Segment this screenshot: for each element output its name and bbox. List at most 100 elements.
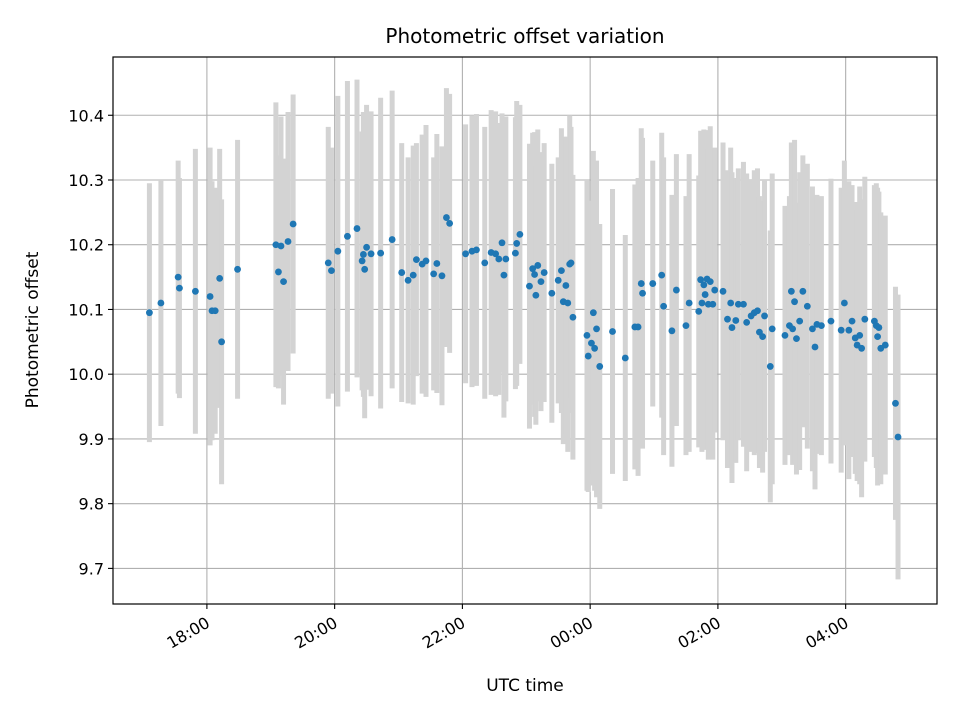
data-point [840, 299, 848, 307]
data-point [759, 333, 767, 341]
data-point [781, 331, 789, 339]
data-point [685, 299, 693, 307]
data-point [289, 220, 297, 228]
data-point [658, 271, 666, 279]
data-point [668, 327, 676, 335]
data-point [894, 433, 902, 441]
data-point [609, 328, 616, 335]
data-point [531, 271, 538, 278]
y-tick-label: 9.9 [79, 430, 104, 449]
data-point [334, 247, 342, 255]
data-point [324, 259, 332, 267]
y-tick-label: 9.7 [79, 559, 104, 578]
data-point [583, 331, 591, 339]
data-point [558, 267, 565, 275]
data-point [569, 313, 577, 321]
data-point [698, 299, 706, 307]
data-point [275, 268, 282, 276]
data-point [564, 299, 572, 307]
data-point [495, 255, 503, 263]
data-point [443, 214, 450, 221]
data-point [157, 299, 165, 307]
data-point [754, 307, 761, 315]
data-point [848, 317, 856, 325]
data-point [404, 276, 412, 284]
y-tick-label: 9.8 [79, 495, 104, 514]
data-point [621, 354, 629, 362]
data-point [526, 282, 533, 290]
data-point [588, 339, 595, 347]
data-point [344, 232, 351, 240]
data-point [789, 325, 797, 333]
data-point [724, 315, 731, 323]
data-point [875, 324, 883, 331]
data-points [146, 214, 902, 441]
data-point [660, 302, 668, 310]
data-point [422, 257, 430, 265]
data-point [881, 341, 889, 349]
data-point [799, 287, 807, 295]
data-point [700, 281, 708, 289]
data-point [537, 278, 545, 286]
data-point [176, 284, 183, 292]
data-point [498, 239, 506, 247]
data-point [206, 293, 214, 300]
data-point [697, 276, 705, 284]
data-point [791, 298, 798, 306]
data-point [234, 265, 241, 273]
data-point [216, 274, 224, 282]
data-point [817, 322, 825, 330]
plot-frame [112, 56, 938, 605]
data-point [353, 225, 361, 232]
data-point [861, 315, 869, 323]
data-point [218, 338, 225, 346]
data-point [146, 309, 153, 317]
data-point [174, 273, 182, 281]
data-point [719, 287, 727, 295]
data-point [532, 291, 540, 299]
data-point [328, 267, 335, 275]
data-point [809, 325, 816, 333]
y-axis: 9.7 9.8 9.9 10.0 10.1 10.2 10.3 10.4 [68, 106, 113, 578]
data-point [529, 265, 537, 273]
data-point [709, 300, 717, 308]
data-point [803, 302, 811, 310]
data-point [409, 271, 417, 279]
data-point [502, 255, 510, 263]
data-point [388, 236, 396, 243]
y-tick-label: 10.0 [68, 365, 104, 384]
data-point [280, 278, 287, 286]
data-point [359, 251, 367, 258]
y-tick-label: 10.3 [68, 171, 104, 190]
data-point [554, 276, 562, 284]
data-point [272, 241, 280, 249]
x-axis-label: UTC time [486, 676, 564, 696]
data-point [211, 307, 219, 315]
data-point [593, 325, 600, 333]
data-point [363, 243, 370, 251]
y-tick-label: 10.1 [68, 300, 104, 319]
data-point [845, 326, 853, 334]
data-point [682, 322, 690, 330]
data-point [695, 308, 703, 315]
data-point [856, 331, 864, 339]
data-point [793, 335, 800, 342]
data-point [734, 300, 742, 308]
data-point [874, 333, 881, 341]
data-point [591, 344, 599, 352]
data-point [596, 363, 604, 370]
data-point [728, 324, 736, 331]
data-point [500, 271, 508, 279]
data-point [584, 352, 592, 360]
data-point [827, 317, 835, 325]
data-point [787, 287, 795, 295]
data-point [740, 300, 747, 308]
data-point [438, 272, 446, 280]
data-point [811, 343, 819, 351]
data-point [367, 250, 375, 258]
data-point [672, 286, 680, 294]
data-point [284, 238, 292, 245]
data-point [858, 344, 866, 352]
data-point [761, 312, 768, 320]
